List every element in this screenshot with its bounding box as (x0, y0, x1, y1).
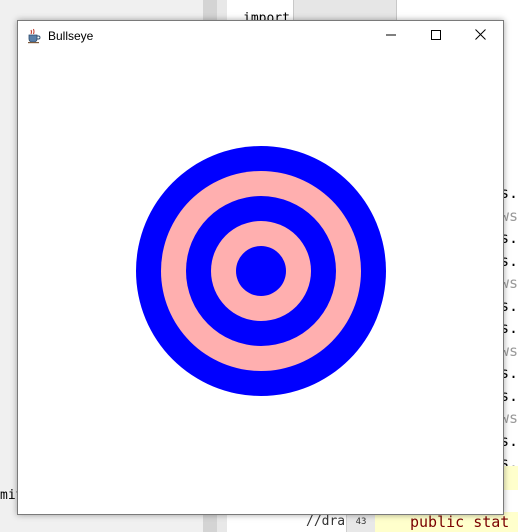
background-bottom-highlight (375, 512, 518, 532)
background-code-fragment: s. (500, 319, 518, 337)
bullseye-window: Bullseye (17, 20, 504, 515)
background-code-fragment: s. (500, 251, 518, 270)
minimize-icon (385, 27, 396, 45)
background-current-line-highlight (502, 466, 518, 490)
background-code-fragment: ws (500, 274, 518, 292)
background-top-panel (293, 0, 397, 20)
maximize-icon (430, 27, 441, 45)
drawing-canvas (18, 51, 503, 514)
close-button[interactable] (458, 21, 503, 51)
background-code-fragment: s. (500, 364, 518, 382)
background-bottom-code-left: //dra (306, 514, 346, 529)
background-code-fragment: s. (500, 386, 518, 405)
bullseye-center (236, 246, 286, 296)
background-code-fragment: ws (500, 409, 518, 427)
close-icon (475, 27, 486, 45)
background-code-fragment: ws (500, 341, 518, 360)
background-code-right-column: s. ws s. s. ws s. s. ws s. s. ws s. s. (500, 182, 518, 475)
background-code-fragment: s. (500, 296, 518, 315)
window-title: Bullseye (48, 29, 94, 43)
title-bar[interactable]: Bullseye (18, 21, 503, 51)
background-code-fragment: s. (500, 229, 518, 247)
minimize-button[interactable] (368, 21, 413, 51)
maximize-button[interactable] (413, 21, 458, 51)
background-code-fragment: ws (500, 206, 518, 225)
background-line-number: 43 (346, 512, 376, 532)
background-code-fragment: s. (500, 431, 518, 450)
bullseye-target (136, 146, 386, 396)
background-bottom-code-right: public stat (410, 513, 510, 531)
java-cup-icon (26, 28, 42, 44)
background-code-fragment: s. (500, 184, 518, 202)
